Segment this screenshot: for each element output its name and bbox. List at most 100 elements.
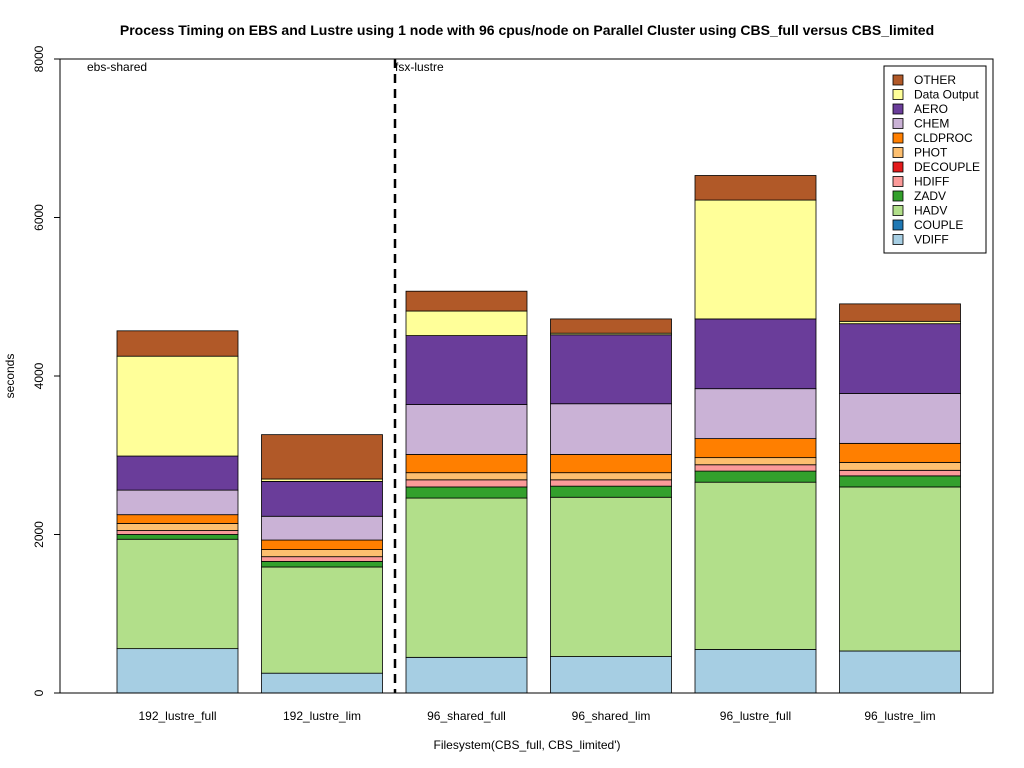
bar-segment-hdiff-3: [550, 479, 672, 487]
bar-segment-cldproc-1: [261, 539, 383, 550]
legend-label-data-output: Data Output: [914, 88, 979, 102]
legend-swatch-hadv: [892, 205, 904, 216]
bars-layer: 192_lustre_full 192_lustre_lim 96_shared_f…: [116, 175, 961, 723]
bar-segment-other-4: [694, 175, 817, 201]
bar-segment-other-3: [550, 318, 672, 334]
bar-segment-vdiff-5: [839, 650, 961, 694]
annotation-fsx-lustre: fsx-lustre: [395, 60, 444, 74]
legend-swatch-cldproc: [892, 132, 904, 144]
bar-segment-aero-1: [261, 481, 383, 517]
y-tick-label-1: 2000: [32, 521, 46, 548]
bar-segment-hdiff-4: [694, 464, 817, 472]
legend-label-phot: PHOT: [914, 146, 948, 160]
bar-segment-hadv-3: [550, 496, 672, 657]
bar-segment-zadv-3: [550, 485, 672, 498]
bar-segment-aero-3: [550, 334, 672, 405]
y-tick-label-0: 0: [32, 689, 46, 696]
y-tick-label-4: 8000: [32, 45, 46, 72]
bar-segment-other-1: [261, 434, 383, 480]
bar-segment-vdiff-4: [694, 649, 817, 694]
bar-segment-cldproc-3: [550, 454, 672, 474]
bar-segment-chem-4: [694, 388, 817, 440]
x-tick-label-0: 192_lustre_full: [138, 709, 216, 723]
legend-swatch-aero: [892, 103, 904, 115]
legend-label-couple: COUPLE: [914, 218, 963, 232]
bar-segment-hadv-0: [116, 538, 239, 650]
axes-layer: 0 2000 4000 6000 8000: [32, 45, 60, 696]
bar-segment-aero-0: [116, 455, 239, 491]
bar-segment-cldproc-4: [694, 438, 817, 459]
bar-segment-chem-2: [405, 404, 528, 455]
plot-frame: [59, 58, 994, 694]
bar-segment-aero-4: [694, 318, 817, 390]
bar-segment-hadv-5: [839, 486, 961, 652]
y-axis-label: seconds: [3, 354, 17, 399]
bar-segment-zadv-5: [839, 475, 961, 488]
legend-swatch-vdiff: [892, 234, 904, 245]
y-tick-label-2: 4000: [32, 362, 46, 389]
legend-swatch-data-output: [892, 89, 904, 100]
bar-segment-phot-2: [405, 472, 528, 481]
bar-segment-phot-5: [839, 461, 961, 471]
bar-segment-cldproc-5: [839, 442, 961, 463]
bar-segment-hdiff-2: [405, 479, 528, 488]
legend-swatch-couple: [892, 219, 904, 231]
bar-segment-vdiff-2: [405, 656, 528, 694]
legend-swatch-phot: [892, 147, 904, 158]
annotation-ebs-shared: ebs-shared: [87, 60, 147, 74]
legend-label-hadv: HADV: [914, 204, 947, 218]
bar-segment-vdiff-0: [116, 648, 239, 694]
x-tick-label-3: 96_shared_lim: [572, 709, 651, 723]
bar-segment-hdiff-1: [261, 556, 383, 562]
legend-swatch-decouple: [892, 161, 904, 173]
legend-label-zadv: ZADV: [914, 189, 946, 203]
legend-label-cldproc: CLDPROC: [914, 131, 973, 145]
bar-segment-other-2: [405, 290, 528, 312]
bar-segment-aero-2: [405, 335, 528, 405]
bar-segment-hadv-2: [405, 497, 528, 658]
bar-segment-hadv-1: [261, 566, 383, 674]
bar-segment-other-0: [116, 330, 239, 357]
legend-label-other: OTHER: [914, 73, 956, 87]
legend-label-chem: CHEM: [914, 117, 949, 131]
bar-segment-phot-1: [261, 549, 383, 558]
legend-swatch-hdiff: [892, 176, 904, 187]
legend-swatch-zadv: [892, 190, 904, 202]
bar-segment-zadv-1: [261, 561, 383, 568]
bar-segment-chem-5: [839, 393, 961, 444]
bar-segment-chem-1: [261, 515, 383, 541]
legend-label-vdiff: VDIFF: [914, 233, 949, 247]
bar-segment-hdiff-5: [839, 469, 961, 477]
x-tick-label-4: 96_lustre_full: [720, 709, 791, 723]
bar-segment-cldproc-2: [405, 454, 528, 474]
bar-segment-vdiff-3: [550, 656, 672, 694]
bar-segment-chem-0: [116, 489, 239, 516]
x-axis-label: Filesystem(CBS_full, CBS_limited'): [433, 738, 620, 752]
bar-segment-vdiff-1: [261, 672, 383, 694]
legend-swatch-other: [892, 74, 904, 86]
legend-label-decouple: DECOUPLE: [914, 160, 980, 174]
legend-label-aero: AERO: [914, 102, 948, 116]
bar-segment-zadv-2: [405, 486, 528, 499]
y-tick-label-3: 6000: [32, 204, 46, 231]
bar-segment-zadv-4: [694, 470, 817, 483]
x-tick-label-5: 96_lustre_lim: [864, 709, 935, 723]
bar-segment-hadv-4: [694, 481, 817, 650]
bar-segment-phot-0: [116, 523, 239, 531]
chart-title: Process Timing on EBS and Lustre using 1…: [120, 22, 934, 38]
bar-segment-other-5: [839, 303, 961, 322]
x-tick-label-2: 96_shared_full: [427, 709, 506, 723]
bar-segment-aero-5: [839, 323, 961, 394]
bar-segment-zadv-0: [116, 534, 239, 540]
legend-label-hdiff: HDIFF: [914, 175, 949, 189]
bar-segment-data-output-4: [694, 199, 817, 320]
bar-segment-phot-4: [694, 457, 817, 466]
bar-segment-data-output-2: [405, 310, 528, 336]
legend-swatch-chem: [892, 118, 904, 129]
bar-segment-hdiff-0: [116, 530, 239, 535]
bar-segment-phot-3: [550, 472, 672, 481]
bar-segment-cldproc-0: [116, 514, 239, 524]
x-tick-label-1: 192_lustre_lim: [283, 709, 361, 723]
